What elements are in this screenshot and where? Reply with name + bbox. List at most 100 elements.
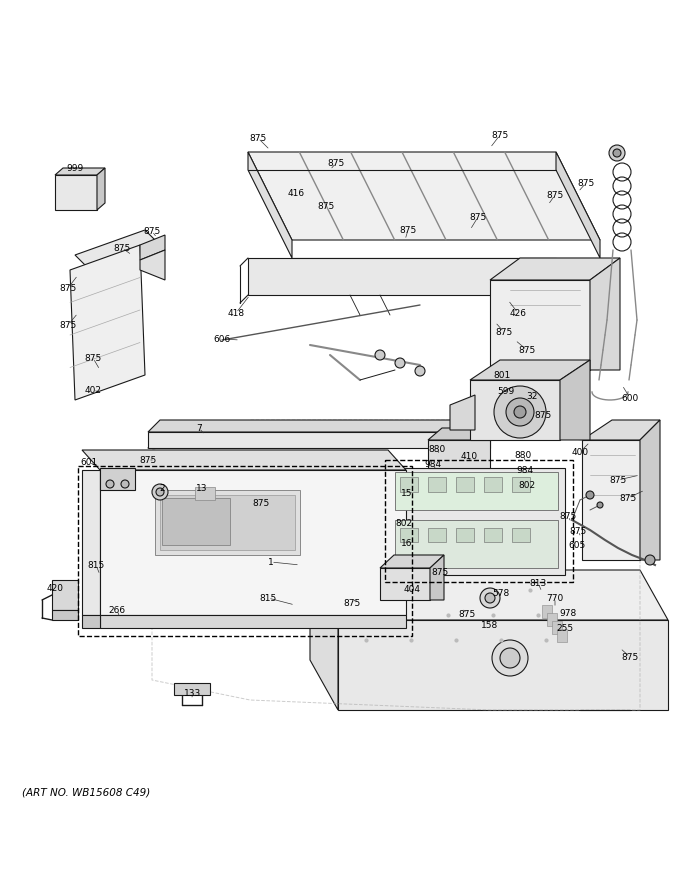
- Text: 255: 255: [556, 624, 573, 633]
- Text: 875: 875: [252, 498, 270, 508]
- Text: 813: 813: [529, 578, 547, 588]
- Text: 875: 875: [492, 130, 509, 140]
- Polygon shape: [547, 613, 557, 626]
- Text: 875: 875: [569, 526, 587, 536]
- Text: 875: 875: [469, 212, 487, 222]
- Text: 801: 801: [494, 370, 511, 379]
- Text: 875: 875: [534, 410, 551, 420]
- Polygon shape: [380, 568, 430, 600]
- Text: 770: 770: [546, 593, 564, 603]
- Circle shape: [375, 350, 385, 360]
- Polygon shape: [560, 360, 590, 440]
- Bar: [385, 460, 573, 582]
- Polygon shape: [195, 487, 215, 500]
- Polygon shape: [430, 555, 444, 600]
- Text: 416: 416: [288, 188, 305, 197]
- Text: 1: 1: [268, 558, 274, 567]
- Text: 420: 420: [46, 583, 63, 592]
- Polygon shape: [52, 580, 78, 610]
- Polygon shape: [248, 258, 556, 295]
- Circle shape: [415, 366, 425, 376]
- Text: 875: 875: [59, 283, 77, 292]
- Text: 815: 815: [259, 593, 277, 603]
- Circle shape: [480, 588, 500, 608]
- Polygon shape: [428, 477, 446, 492]
- Text: 605: 605: [568, 540, 585, 549]
- Text: 2: 2: [159, 483, 165, 493]
- Polygon shape: [82, 470, 100, 615]
- Text: 802: 802: [396, 518, 413, 527]
- Circle shape: [485, 593, 495, 603]
- Text: 875: 875: [431, 568, 449, 576]
- Polygon shape: [640, 420, 660, 560]
- Polygon shape: [174, 683, 210, 695]
- Text: 601: 601: [80, 458, 98, 466]
- Polygon shape: [82, 450, 406, 470]
- Text: 875: 875: [318, 202, 335, 210]
- Polygon shape: [55, 168, 105, 175]
- Circle shape: [106, 480, 114, 488]
- Polygon shape: [155, 490, 300, 555]
- Text: 402: 402: [84, 385, 101, 394]
- Circle shape: [152, 484, 168, 500]
- Text: 875: 875: [84, 354, 101, 363]
- Text: 875: 875: [622, 652, 639, 662]
- Polygon shape: [484, 528, 502, 542]
- Polygon shape: [400, 528, 418, 542]
- Circle shape: [514, 406, 526, 418]
- Polygon shape: [82, 615, 100, 628]
- Text: 410: 410: [460, 451, 477, 460]
- Polygon shape: [470, 360, 590, 380]
- Polygon shape: [100, 470, 406, 615]
- Text: 875: 875: [143, 226, 160, 236]
- Text: 815: 815: [87, 561, 105, 569]
- Bar: [78, 466, 412, 636]
- Circle shape: [597, 502, 603, 508]
- Circle shape: [613, 149, 621, 157]
- Polygon shape: [582, 440, 640, 560]
- Text: 606: 606: [214, 334, 231, 343]
- Polygon shape: [140, 235, 165, 260]
- Text: 875: 875: [518, 346, 536, 355]
- Text: 133: 133: [184, 688, 202, 698]
- Polygon shape: [450, 395, 475, 430]
- Polygon shape: [310, 570, 338, 710]
- Text: 600: 600: [622, 393, 639, 402]
- Circle shape: [395, 358, 405, 368]
- Polygon shape: [52, 610, 78, 620]
- Text: 16: 16: [401, 539, 413, 547]
- Polygon shape: [556, 152, 600, 258]
- Text: 13: 13: [197, 483, 208, 493]
- Polygon shape: [470, 380, 560, 440]
- Polygon shape: [512, 528, 530, 542]
- Polygon shape: [552, 621, 562, 634]
- Text: 984: 984: [516, 466, 534, 474]
- Polygon shape: [590, 258, 620, 370]
- Text: (ART NO. WB15608 C49): (ART NO. WB15608 C49): [22, 787, 150, 797]
- Circle shape: [609, 145, 625, 161]
- Polygon shape: [428, 428, 504, 440]
- Polygon shape: [148, 420, 502, 432]
- Text: 875: 875: [114, 244, 131, 253]
- Polygon shape: [428, 440, 490, 468]
- Text: 578: 578: [492, 589, 509, 598]
- Text: 875: 875: [546, 190, 564, 200]
- Polygon shape: [162, 498, 230, 545]
- Text: 32: 32: [526, 392, 538, 400]
- Polygon shape: [395, 520, 558, 568]
- Circle shape: [645, 555, 655, 565]
- Text: 404: 404: [403, 584, 420, 593]
- Polygon shape: [512, 477, 530, 492]
- Polygon shape: [428, 528, 446, 542]
- Polygon shape: [456, 477, 474, 492]
- Polygon shape: [75, 230, 160, 270]
- Polygon shape: [484, 477, 502, 492]
- Text: 875: 875: [577, 179, 594, 187]
- Polygon shape: [557, 629, 567, 642]
- Polygon shape: [97, 168, 105, 210]
- Polygon shape: [456, 528, 474, 542]
- Polygon shape: [148, 432, 490, 448]
- Polygon shape: [140, 250, 165, 280]
- Polygon shape: [390, 468, 565, 575]
- Text: 875: 875: [59, 320, 77, 329]
